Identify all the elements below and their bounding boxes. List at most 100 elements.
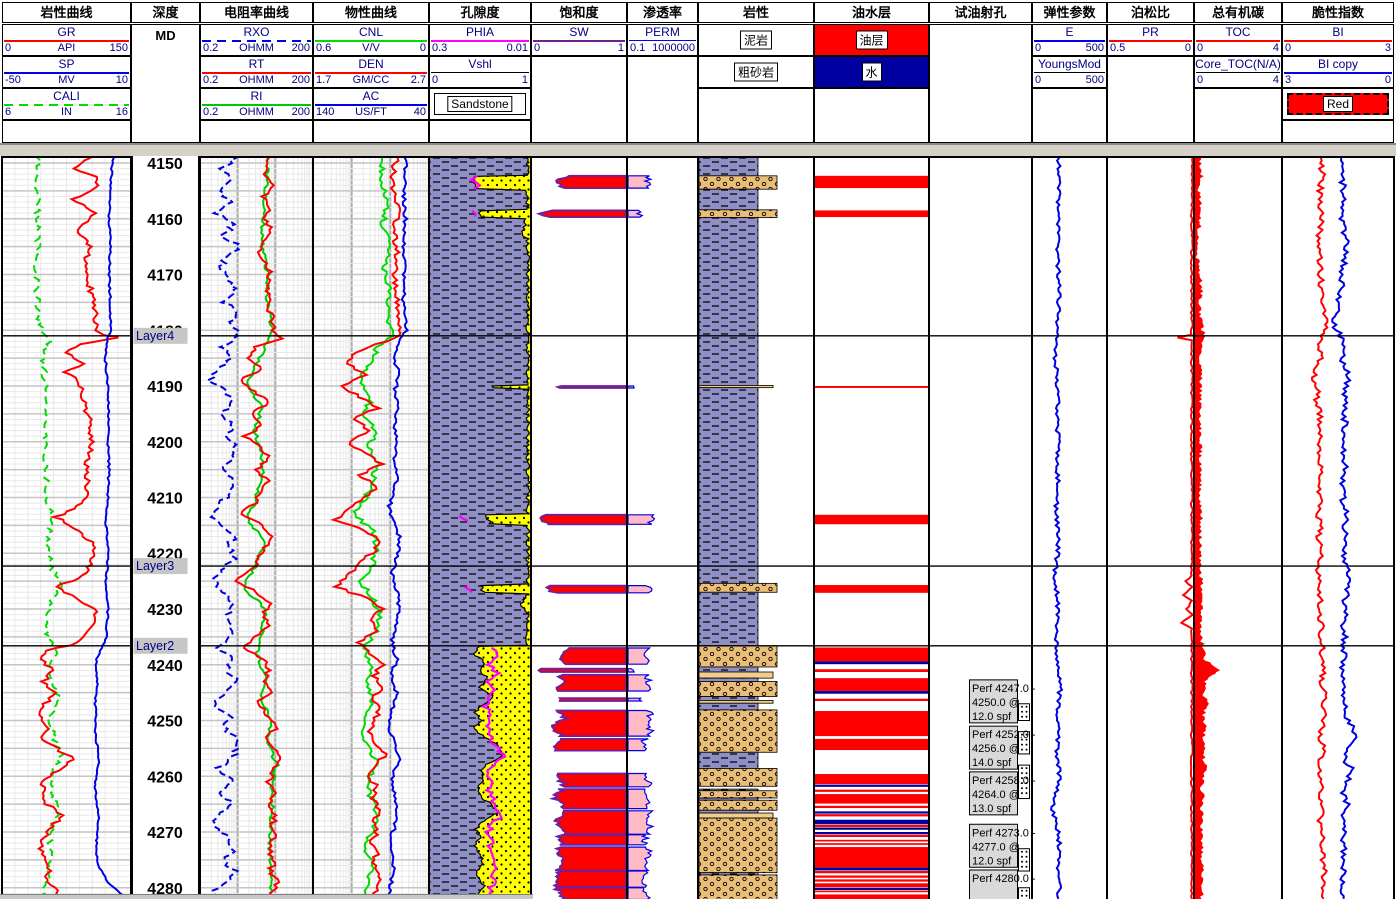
legend-粗砂岩[interactable]: 粗砂岩 bbox=[698, 56, 814, 88]
legend-Red[interactable]: Red bbox=[1282, 88, 1394, 120]
curve-header-BI copy[interactable]: BI copy 3 0 bbox=[1282, 56, 1394, 88]
curve-header-DEN[interactable]: DEN 1.7 GM/CC 2.7 bbox=[313, 56, 429, 88]
header-filler-lithology bbox=[698, 88, 814, 143]
depth-label: 4260 bbox=[147, 769, 183, 786]
curve-header-RI[interactable]: RI 0.2 OHMM 200 bbox=[200, 88, 313, 120]
curve-line-sample bbox=[1284, 72, 1392, 74]
curve-CNL bbox=[352, 156, 395, 899]
scale-min: 6 bbox=[5, 106, 12, 118]
legend-Sandstone[interactable]: Sandstone bbox=[429, 88, 531, 120]
scale-min: 0 bbox=[432, 74, 439, 86]
depth-label: 4240 bbox=[147, 658, 183, 675]
curve-header-TOC[interactable]: TOC 0 4 bbox=[1194, 24, 1282, 56]
curve-name: RI bbox=[250, 89, 263, 103]
scale-min: 1.7 bbox=[316, 74, 332, 86]
header-filler-toc bbox=[1194, 88, 1282, 143]
header-filler-lith-curves bbox=[2, 120, 131, 143]
curve-header-Vshl[interactable]: Vshl 0 1 bbox=[429, 56, 531, 88]
curve-CALI bbox=[32, 156, 66, 899]
curve-BIcopy bbox=[1331, 156, 1358, 899]
curve-header-RT[interactable]: RT 0.2 OHMM 200 bbox=[200, 56, 313, 88]
curve-header-Core_TOC(N/A)[interactable]: Core_TOC(N/A) 0 4 bbox=[1194, 56, 1282, 88]
svg-text:12.0 spf: 12.0 spf bbox=[972, 855, 1012, 867]
scale-max: 4 bbox=[1272, 42, 1279, 54]
curve-line-sample bbox=[1196, 72, 1280, 73]
curve-DEN bbox=[330, 156, 402, 899]
curve-line-sample bbox=[1284, 40, 1392, 42]
curve-header-PERM[interactable]: PERM 0.1 1000000 bbox=[627, 24, 698, 56]
scale-max: 500 bbox=[1085, 74, 1104, 86]
curve-header-E[interactable]: E 0 500 bbox=[1032, 24, 1107, 56]
perf-annotation[interactable] bbox=[969, 725, 1018, 770]
curve-header-BI[interactable]: BI 0 3 bbox=[1282, 24, 1394, 56]
scale-min: 0 bbox=[5, 42, 12, 54]
curve-line-sample bbox=[202, 72, 311, 74]
curve-header-PHIA[interactable]: PHIA 0.3 0.01 bbox=[429, 24, 531, 56]
depth-label: 4190 bbox=[147, 379, 183, 396]
curve-header-CALI[interactable]: CALI 6 IN 16 bbox=[2, 88, 131, 120]
scale-min: 0 bbox=[1285, 42, 1292, 54]
curve-header-SP[interactable]: SP -50 MV 10 bbox=[2, 56, 131, 88]
curve-header-SW[interactable]: SW 0 1 bbox=[531, 24, 627, 56]
curve-header-GR[interactable]: GR 0 API 150 bbox=[2, 24, 131, 56]
curve-header-AC[interactable]: AC 140 US/FT 40 bbox=[313, 88, 429, 120]
scale-max: 16 bbox=[115, 106, 128, 118]
curve-GR bbox=[36, 156, 119, 899]
svg-text:4264.0 @: 4264.0 @ bbox=[972, 789, 1020, 801]
header-filler-fluid bbox=[814, 88, 929, 143]
scale-min: 0.3 bbox=[432, 42, 448, 54]
perf-annotation[interactable] bbox=[969, 823, 1018, 868]
track-title-resistivity: 电阻率曲线 bbox=[200, 2, 313, 23]
track-title-poisson: 泊松比 bbox=[1107, 2, 1194, 23]
fluid-column bbox=[815, 175, 928, 899]
scale-min: 0.1 bbox=[630, 42, 646, 54]
scale-min: 0 bbox=[1197, 74, 1204, 86]
scale-unit: API bbox=[57, 42, 76, 54]
curve-line-sample bbox=[431, 40, 529, 42]
depth-label: 4230 bbox=[147, 602, 183, 619]
track-title-saturation: 饱和度 bbox=[531, 2, 627, 23]
horizontal-scrollbar[interactable] bbox=[0, 894, 533, 899]
legend-油层[interactable]: 油层 bbox=[814, 24, 929, 56]
perf-annotation[interactable] bbox=[969, 869, 1018, 899]
track-title-toc: 总有机碳 bbox=[1194, 2, 1282, 23]
scale-max: 1 bbox=[617, 42, 624, 54]
layer-label[interactable]: Layer4 bbox=[136, 329, 174, 343]
depth-label: 4270 bbox=[147, 825, 183, 842]
curve-line-sample bbox=[4, 72, 129, 74]
curve-header-PR[interactable]: PR 0.5 0 bbox=[1107, 24, 1194, 56]
permeability-track bbox=[628, 175, 656, 899]
legend-水[interactable]: 水 bbox=[814, 56, 929, 88]
scale-min: 0 bbox=[1035, 74, 1042, 86]
scale-unit: OHMM bbox=[239, 74, 274, 86]
track-title-permeability: 渗透率 bbox=[627, 2, 698, 23]
layer-label[interactable]: Layer2 bbox=[136, 639, 174, 653]
depth-label: 4200 bbox=[147, 435, 183, 452]
curve-name: AC bbox=[362, 89, 380, 103]
curve-name: GR bbox=[57, 25, 76, 39]
svg-text:4256.0 @: 4256.0 @ bbox=[972, 743, 1020, 755]
layer-label[interactable]: Layer3 bbox=[136, 559, 174, 573]
legend-泥岩[interactable]: 泥岩 bbox=[698, 24, 814, 56]
curve-header-RXO[interactable]: RXO 0.2 OHMM 200 bbox=[200, 24, 313, 56]
scale-min: 3 bbox=[1285, 74, 1292, 86]
perforation-track: Perf 4247.0 - 4250.0 @ 12.0 spf Perf 4252.0… bbox=[969, 679, 1036, 899]
scale-max: 0.01 bbox=[506, 42, 528, 54]
track-title-depth: 深度 bbox=[131, 2, 200, 23]
curve-name: TOC bbox=[1225, 25, 1251, 39]
scale-unit: OHMM bbox=[239, 42, 274, 54]
header-filler-perforation bbox=[929, 24, 1032, 143]
scale-max: 10 bbox=[115, 74, 128, 86]
curve-name: BI copy bbox=[1317, 57, 1359, 71]
curve-name: Core_TOC(N/A) bbox=[1195, 57, 1281, 71]
scale-max: 0 bbox=[419, 42, 426, 54]
scale-max: 1000000 bbox=[652, 42, 695, 54]
curve-line-sample bbox=[1034, 72, 1105, 73]
curve-header-CNL[interactable]: CNL 0.6 V/V 0 bbox=[313, 24, 429, 56]
curve-name: CNL bbox=[358, 25, 383, 39]
legend-label: 水 bbox=[861, 62, 882, 82]
perf-annotation[interactable] bbox=[969, 771, 1018, 816]
track-title-fluid: 油水层 bbox=[814, 2, 929, 23]
curve-header-YoungsMod[interactable]: YoungsMod 0 500 bbox=[1032, 56, 1107, 88]
perf-annotation[interactable] bbox=[969, 679, 1018, 724]
